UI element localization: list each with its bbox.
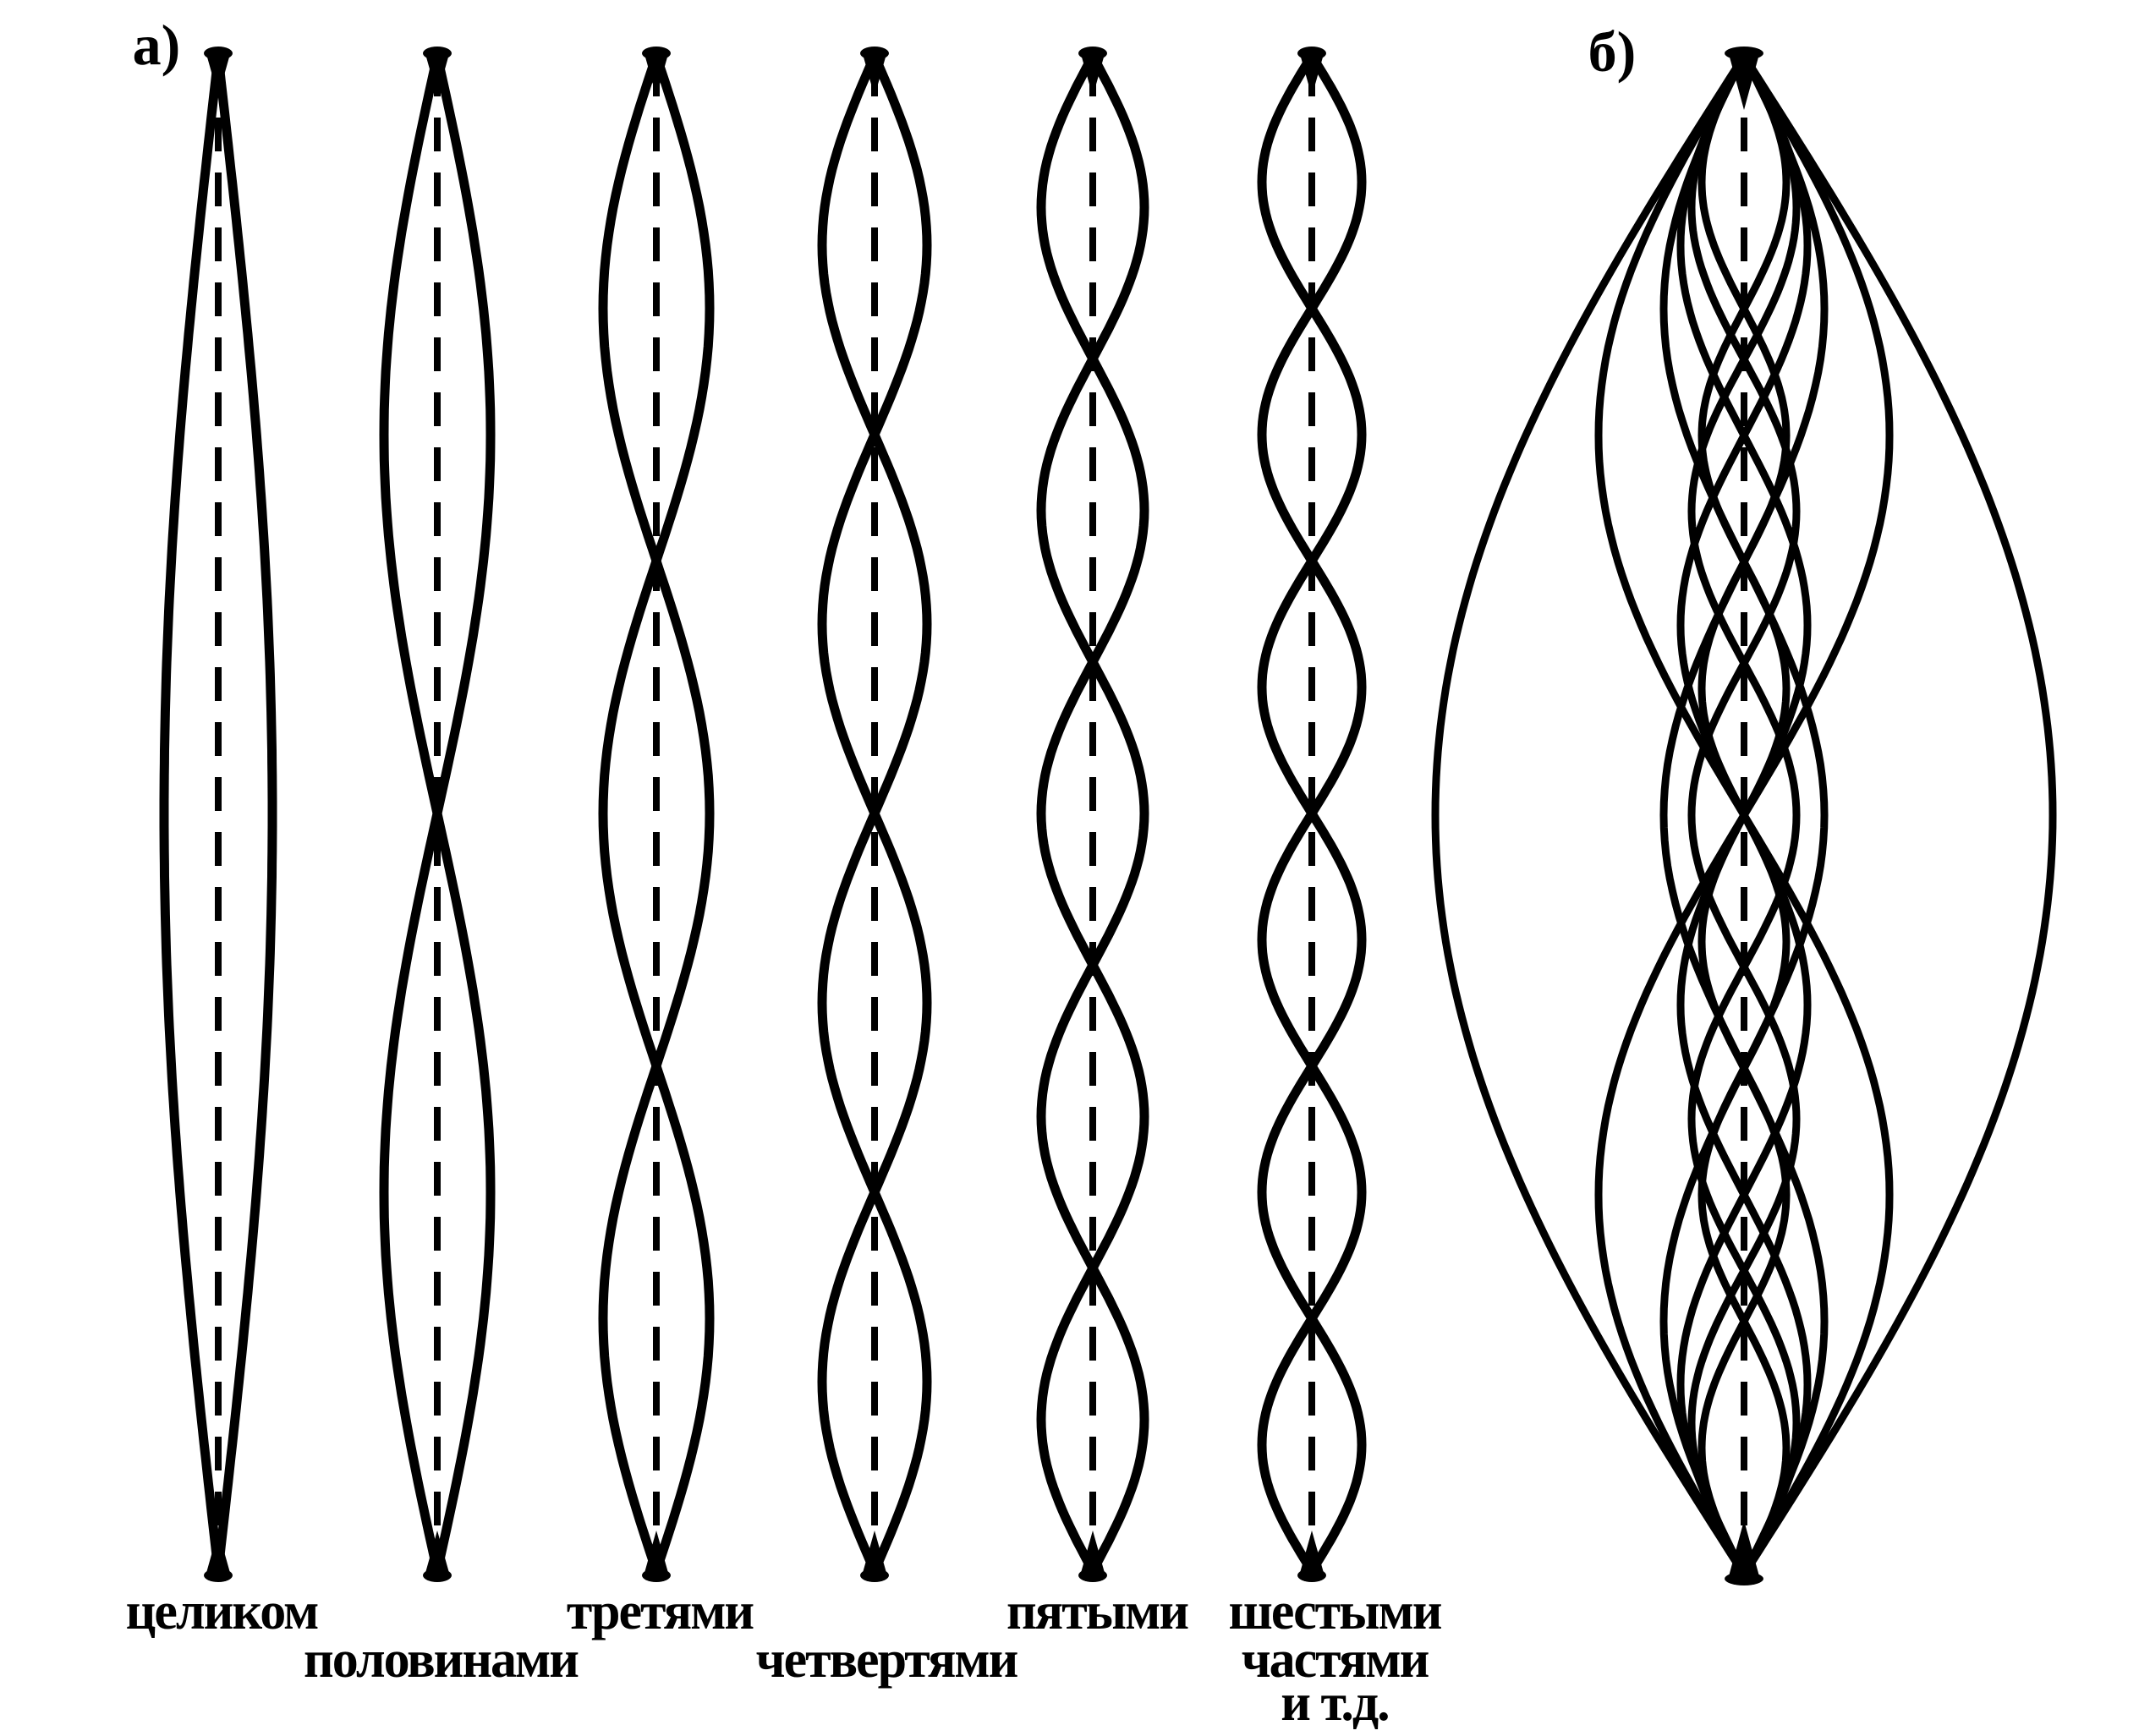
- envelope-curve-n1: [213, 51, 277, 1576]
- vibration-mode-string-3: [598, 47, 715, 1582]
- superposition-envelope-n1: [1431, 52, 1748, 1579]
- harmonic-label: половинами: [304, 1631, 579, 1689]
- bottom-anchor-pin: [1725, 1572, 1763, 1585]
- superposition-envelope-n6: [1697, 52, 1791, 1579]
- panel-a-strings: [159, 47, 1367, 1582]
- harmonic-label: пятыми: [1006, 1583, 1188, 1640]
- harmonic-label: частями: [1242, 1631, 1429, 1689]
- envelope-curve-n4: [817, 51, 932, 1576]
- panel-a: а) целикомполовинамитретямичетвертямипят…: [126, 13, 1444, 1732]
- vibration-mode-string-1: [159, 47, 277, 1582]
- superposition-envelope-n3: [1659, 52, 1829, 1579]
- harmonic-label: четвертями: [756, 1631, 1018, 1689]
- panel-a-label: а): [133, 13, 181, 77]
- panel-a-harmonic-labels: целикомполовинамитретямичетвертямипятыми…: [126, 1583, 1444, 1732]
- vibration-mode-string-2: [379, 47, 496, 1582]
- vibration-mode-string-6: [1257, 47, 1367, 1582]
- harmonic-label: целиком: [126, 1583, 318, 1640]
- panel-b: б): [1431, 19, 2057, 1585]
- harmonic-label: третями: [567, 1583, 754, 1640]
- panel-b-superposition: [1431, 47, 2057, 1585]
- panel-b-label: б): [1588, 19, 1637, 84]
- envelope-curve-n2: [379, 51, 496, 1576]
- superposition-envelope-n5: [1687, 52, 1801, 1579]
- envelope-curve-n1: [159, 51, 223, 1576]
- envelope-curve-n5: [1036, 51, 1149, 1576]
- envelope-curve-n3: [598, 51, 715, 1576]
- envelope-curve-n6: [1257, 51, 1367, 1576]
- harmonic-label: шестыми: [1229, 1583, 1442, 1640]
- vibration-mode-string-5: [1036, 47, 1149, 1582]
- superposition-envelope-n5: [1687, 52, 1801, 1579]
- superposition-envelope-n1: [1740, 52, 2057, 1579]
- superposition-envelope-n3: [1659, 52, 1829, 1579]
- vibration-mode-string-4: [817, 47, 932, 1582]
- envelope-curve-n3: [598, 51, 715, 1576]
- harmonic-label: и т.д.: [1281, 1674, 1388, 1732]
- envelope-curve-n5: [1036, 51, 1149, 1576]
